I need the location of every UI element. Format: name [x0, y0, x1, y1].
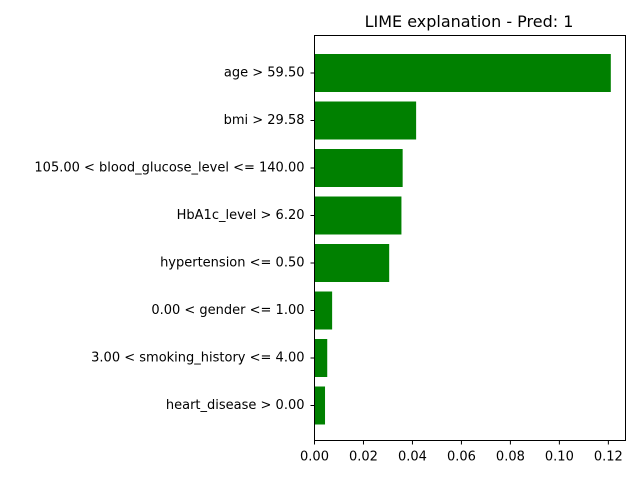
y-tick-labels: age > 59.50 bmi > 29.58 105.00 < blood_glu… [34, 66, 315, 413]
bar [314, 149, 403, 187]
y-tick-label: age > 59.50 [224, 66, 305, 81]
y-tick-label: 105.00 < blood_glucose_level <= 140.00 [34, 161, 304, 176]
x-tick-label: 0.06 [447, 450, 476, 465]
x-tick-label: 0.10 [545, 450, 574, 465]
y-tick-label: bmi > 29.58 [224, 113, 305, 128]
bars-group [314, 54, 611, 425]
y-tick-label: heart_disease > 0.00 [166, 398, 305, 413]
x-tick-label: 0.12 [594, 450, 623, 465]
x-tick-label: 0.00 [300, 450, 329, 465]
chart-title: LIME explanation - Pred: 1 [365, 12, 574, 31]
x-axis: 0.00 0.02 0.04 0.06 0.08 0.10 0.12 [300, 440, 623, 465]
bar [314, 244, 390, 282]
y-tick-label: HbA1c_level > 6.20 [177, 208, 305, 223]
bar [314, 54, 611, 92]
x-tick-label: 0.02 [349, 450, 378, 465]
y-tick-label: 3.00 < smoking_history <= 4.00 [91, 351, 304, 366]
x-tick-label: 0.08 [496, 450, 525, 465]
bar [314, 291, 333, 330]
y-tick-label: 0.00 < gender <= 1.00 [151, 303, 304, 318]
x-tick-label: 0.04 [398, 450, 427, 465]
bar [314, 101, 417, 140]
bar [314, 339, 328, 377]
bar [314, 386, 326, 425]
bar [314, 196, 402, 235]
plot-frame [314, 35, 626, 441]
y-tick-label: hypertension <= 0.50 [160, 256, 304, 271]
